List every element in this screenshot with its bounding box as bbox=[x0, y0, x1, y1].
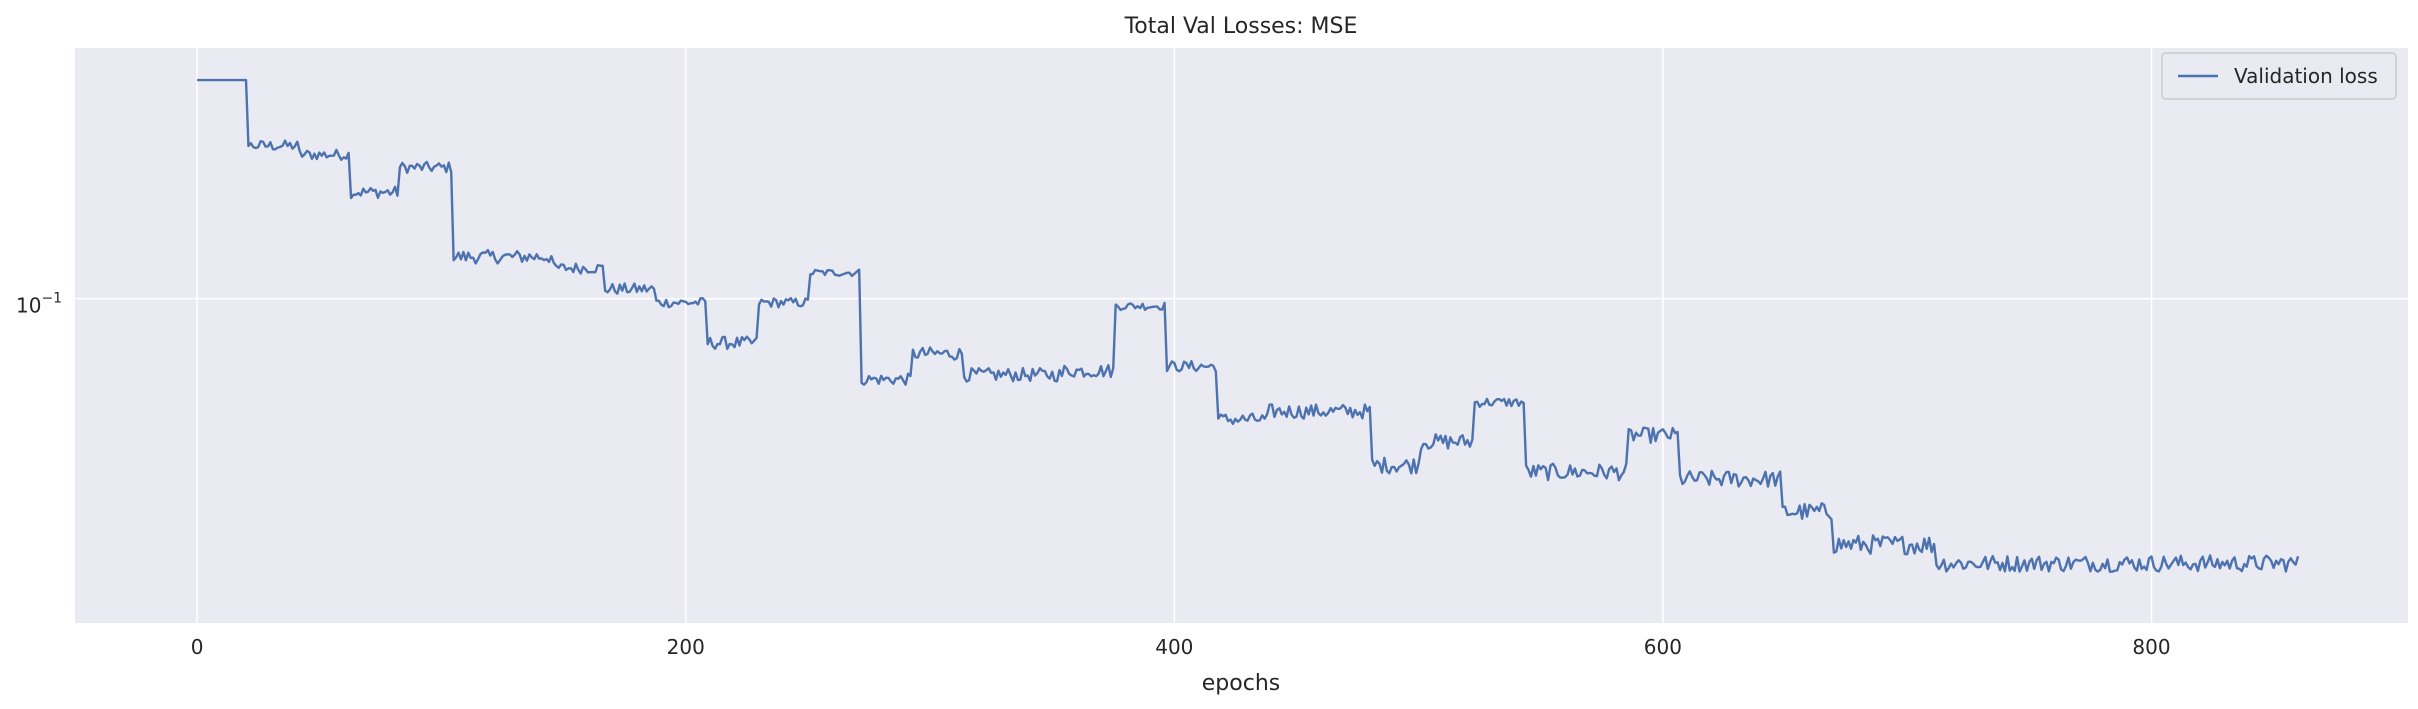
legend-label: Validation loss bbox=[2234, 64, 2378, 88]
grid bbox=[75, 48, 2408, 623]
x-tick-label: 800 bbox=[2132, 635, 2170, 659]
legend: Validation loss bbox=[2161, 52, 2397, 100]
validation-loss-line bbox=[197, 78, 2300, 573]
chart-title: Total Val Losses: MSE bbox=[1124, 14, 1358, 39]
tick-labels: 0 200 400 600 800 10−1 bbox=[16, 291, 2171, 659]
x-tick-label: 200 bbox=[667, 635, 705, 659]
line-layer bbox=[197, 78, 2300, 573]
x-tick-label: 0 bbox=[191, 635, 204, 659]
plot-background bbox=[75, 48, 2408, 623]
x-axis-label: epochs bbox=[1202, 671, 1280, 696]
x-tick-label: 400 bbox=[1155, 635, 1193, 659]
legend-box bbox=[2161, 52, 2397, 100]
x-tick-label: 600 bbox=[1644, 635, 1682, 659]
y-tick-label: 10−1 bbox=[16, 291, 62, 318]
